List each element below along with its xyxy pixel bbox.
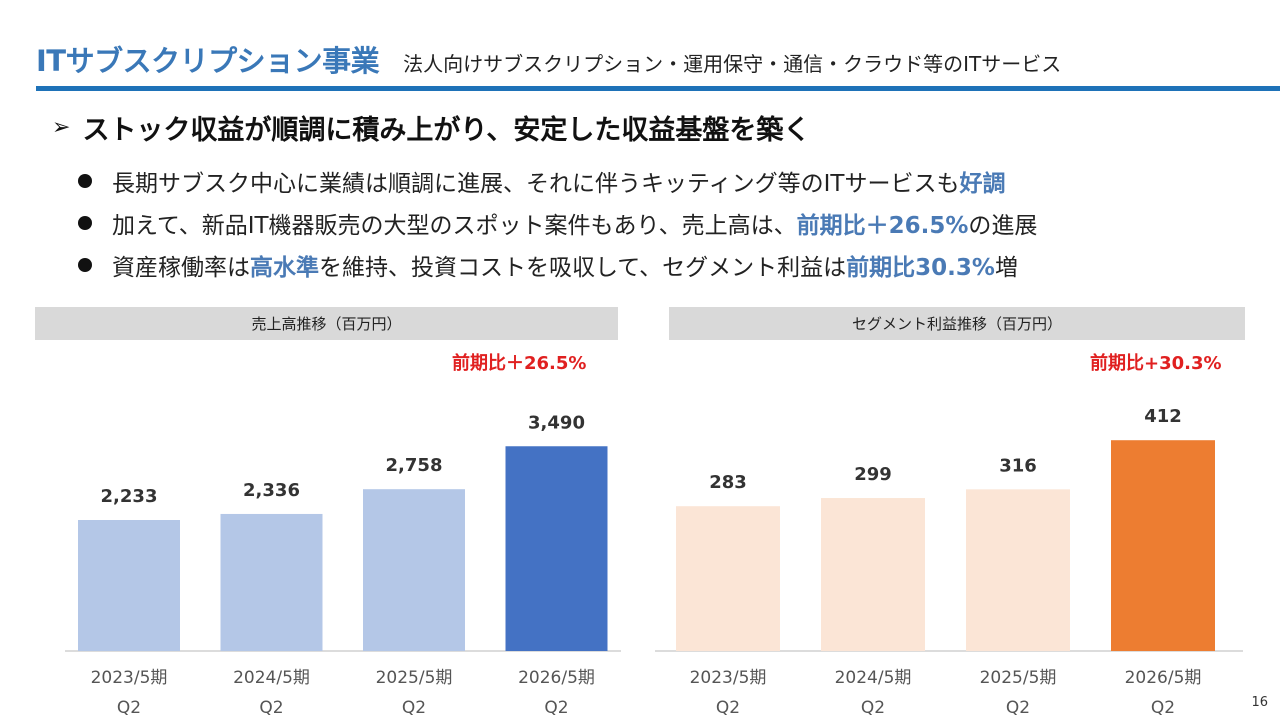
- bullet-item: 長期サブスク中心に業績は順調に進展、それに伴うキッティング等のITサービスも 好調: [78, 160, 1037, 202]
- header-divider: [36, 86, 1280, 91]
- key-message: ➢ ストック収益が順調に積み上がり、安定した収益基盤を築く: [52, 108, 810, 147]
- x-tick-label: Q2: [861, 698, 885, 718]
- page-number: 16: [1251, 695, 1268, 710]
- x-tick-label: Q2: [544, 698, 568, 718]
- x-tick-label: 2023/5期: [690, 668, 767, 688]
- x-tick-label: Q2: [259, 698, 283, 718]
- x-tick-label: 2023/5期: [91, 668, 168, 688]
- bullet-dot-icon: [78, 174, 92, 188]
- bullet-text: 資産稼働率は: [112, 255, 250, 281]
- bullet-text: 長期サブスク中心に業績は順調に進展、それに伴うキッティング等のITサービスも: [112, 171, 960, 197]
- bar-value-label: 2,336: [243, 480, 300, 501]
- sales-chart-title: 売上高推移（百万円）: [35, 307, 618, 340]
- bullet-item: 加えて、新品IT機器販売の大型のスポット案件もあり、売上高は、 前期比＋26.5%…: [78, 202, 1037, 244]
- slide-subtitle: 法人向けサブスクリプション・運用保守・通信・クラウド等のITサービス: [403, 52, 1062, 76]
- bullet-dot-icon: [78, 258, 92, 272]
- slide-title: ITサブスクリプション事業: [36, 44, 380, 78]
- bar-value-label: 2,233: [101, 486, 158, 507]
- x-tick-label: 2025/5期: [980, 668, 1057, 688]
- bullet-text: の進展: [968, 213, 1038, 239]
- slide-header: ITサブスクリプション事業 法人向けサブスクリプション・運用保守・通信・クラウド…: [36, 38, 1250, 78]
- key-message-text: ストック収益が順調に積み上がり、安定した収益基盤を築く: [82, 115, 811, 146]
- sales-bar-chart: 2,233 2023/5期 Q2 2,336 2024/5期 Q2 2,758 2025/5期…: [65, 412, 621, 718]
- x-tick-label: 2025/5期: [376, 668, 453, 688]
- profit-growth-label: 前期比+30.3%: [1090, 353, 1222, 374]
- bar-value-label: 2,758: [386, 455, 443, 476]
- bar: [505, 446, 608, 651]
- bullet-highlight: 前期比＋26.5%: [796, 213, 969, 239]
- x-tick-label: 2026/5期: [1125, 668, 1202, 688]
- bullet-list: 長期サブスク中心に業績は順調に進展、それに伴うキッティング等のITサービスも 好調…: [78, 160, 1037, 286]
- bullet-dot-icon: [78, 216, 92, 230]
- bullet-highlight: 前期比30.3%: [846, 255, 995, 281]
- bullet-item: 資産稼働率は 高水準 を維持、投資コストを吸収して、セグメント利益は 前期比30.3%…: [78, 244, 1037, 286]
- bullet-text: 増: [994, 255, 1018, 281]
- profit-chart-title: セグメント利益推移（百万円）: [669, 307, 1245, 340]
- bar: [821, 498, 925, 651]
- bar-value-label: 299: [854, 464, 892, 485]
- x-tick-label: Q2: [117, 698, 141, 718]
- bullet-highlight: 高水準: [250, 255, 319, 281]
- bar-value-label: 412: [1144, 406, 1182, 427]
- bar: [363, 489, 465, 651]
- bar: [1111, 440, 1215, 651]
- bullet-highlight: 好調: [959, 171, 1006, 197]
- bar: [676, 506, 780, 651]
- x-tick-label: 2024/5期: [835, 668, 912, 688]
- bullet-text: 加えて、新品IT機器販売の大型のスポット案件もあり、売上高は、: [112, 213, 797, 239]
- bar: [78, 519, 180, 651]
- bar-value-label: 3,490: [528, 412, 585, 433]
- bullet-text: を維持、投資コストを吸収して、セグメント利益は: [319, 255, 847, 281]
- x-tick-label: Q2: [1006, 698, 1030, 718]
- bar: [966, 489, 1070, 651]
- x-tick-label: 2026/5期: [518, 668, 595, 688]
- arrow-bullet-icon: ➢: [52, 115, 71, 140]
- sales-growth-label: 前期比＋26.5%: [452, 353, 587, 374]
- x-tick-label: Q2: [1151, 698, 1175, 718]
- x-tick-label: Q2: [716, 698, 740, 718]
- bar: [220, 513, 323, 651]
- x-tick-label: 2024/5期: [233, 668, 310, 688]
- bar-value-label: 283: [709, 472, 747, 493]
- x-tick-label: Q2: [402, 698, 426, 718]
- bar-value-label: 316: [999, 455, 1037, 476]
- profit-bar-chart: 283 2023/5期 Q2 299 2024/5期 Q2 316 2025/5期 Q2 412 2…: [655, 406, 1243, 718]
